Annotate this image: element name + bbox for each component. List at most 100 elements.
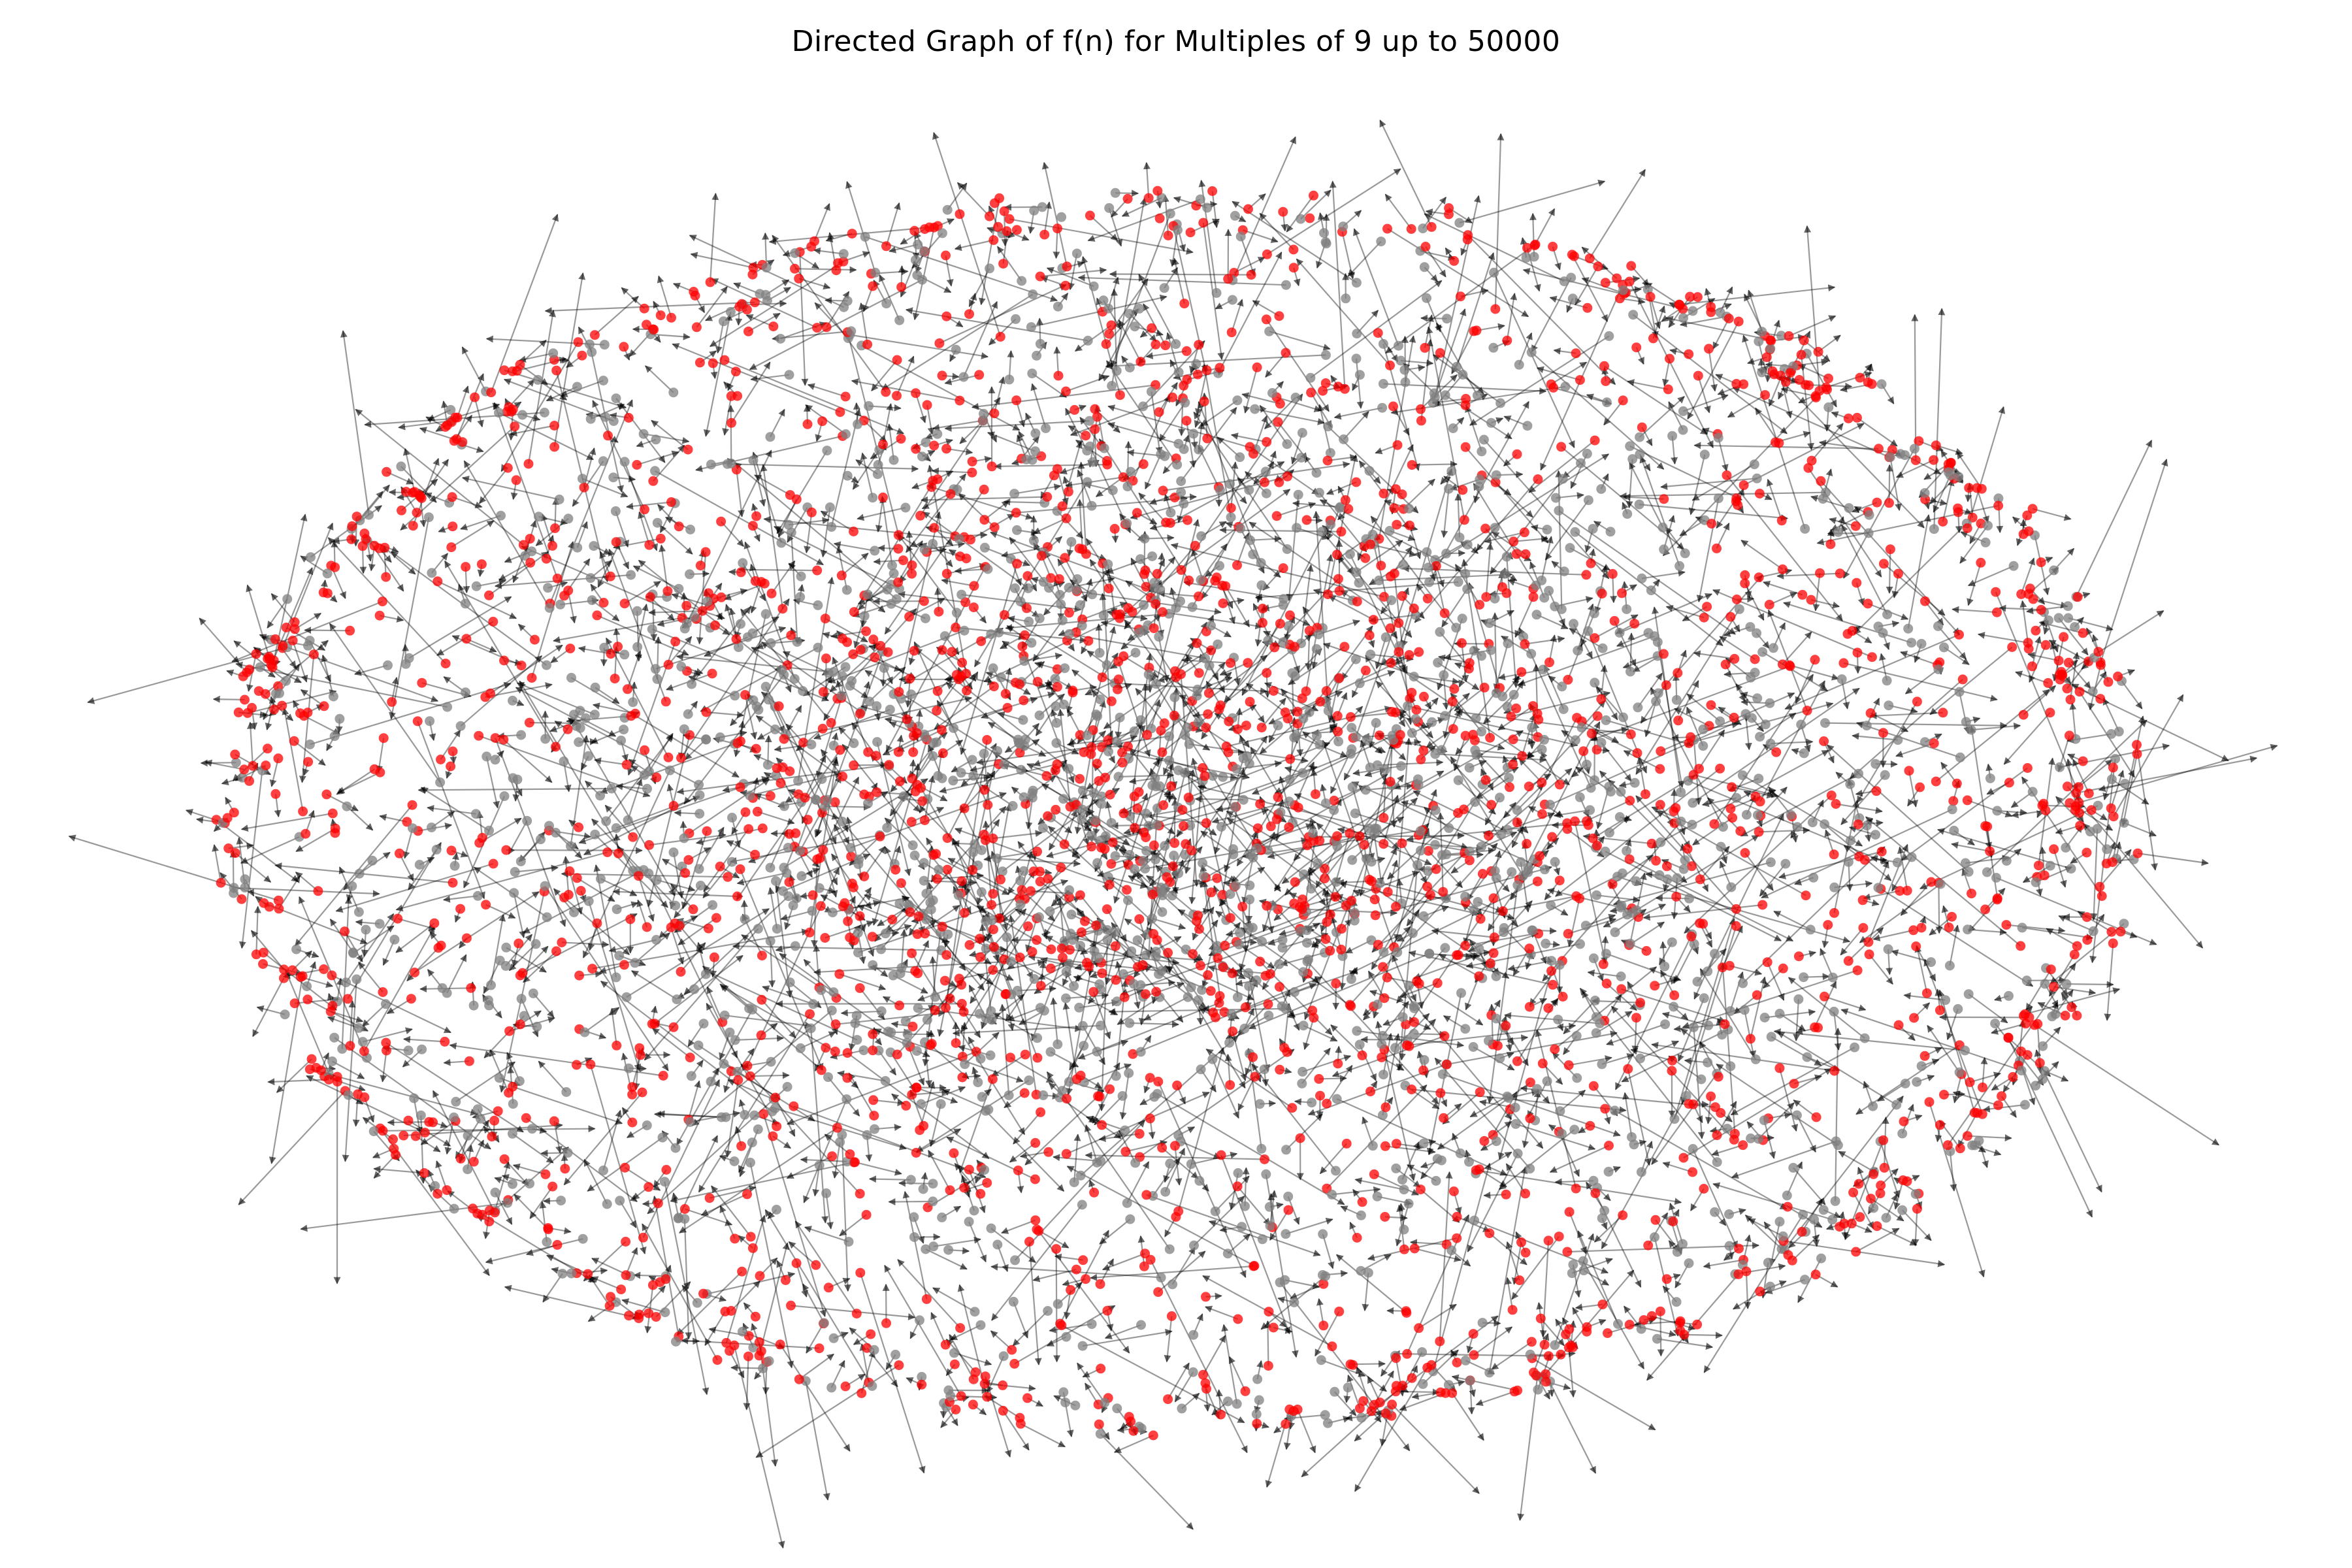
graph-node bbox=[1307, 1098, 1317, 1108]
edges-layer bbox=[68, 120, 2278, 1549]
graph-node bbox=[1596, 484, 1607, 494]
graph-node-highlighted bbox=[446, 761, 456, 772]
graph-node bbox=[915, 1315, 924, 1326]
graph-edge bbox=[804, 512, 813, 554]
graph-node-highlighted bbox=[1119, 651, 1129, 661]
graph-edge bbox=[1711, 1144, 1744, 1156]
graph-node bbox=[1703, 1057, 1713, 1068]
graph-node bbox=[1183, 992, 1193, 1002]
graph-edge bbox=[1693, 650, 1735, 660]
graph-node bbox=[1419, 262, 1429, 272]
graph-node bbox=[1484, 618, 1495, 629]
graph-node-highlighted bbox=[1590, 435, 1600, 446]
graph-edge bbox=[1531, 277, 1572, 353]
graph-node bbox=[1281, 280, 1291, 290]
graph-edge bbox=[700, 647, 819, 712]
graph-edge bbox=[1553, 809, 1590, 819]
graph-edge bbox=[1028, 1241, 1042, 1365]
graph-edge bbox=[253, 906, 261, 955]
graph-edge bbox=[1900, 651, 1938, 666]
graph-node bbox=[1504, 773, 1514, 783]
graph-node bbox=[1378, 379, 1388, 389]
graph-node bbox=[868, 960, 878, 970]
graph-node bbox=[694, 809, 705, 819]
graph-node bbox=[606, 783, 617, 794]
graph-node bbox=[595, 874, 606, 884]
graph-node-highlighted bbox=[909, 225, 920, 236]
graph-node bbox=[1444, 823, 1454, 833]
graph-node bbox=[1558, 474, 1568, 484]
graph-node-highlighted bbox=[1855, 1212, 1865, 1222]
graph-node-highlighted bbox=[1030, 1215, 1041, 1226]
graph-edge bbox=[1550, 361, 1588, 385]
graph-node-highlighted bbox=[1382, 972, 1392, 983]
graph-edge bbox=[605, 637, 669, 758]
graph-edge bbox=[1208, 1220, 1263, 1240]
graph-node bbox=[1356, 1413, 1367, 1423]
graph-edge bbox=[800, 1156, 847, 1164]
graph-edge bbox=[720, 521, 745, 547]
graph-node-highlighted bbox=[1357, 1050, 1367, 1060]
graph-edge bbox=[833, 541, 875, 551]
graph-edge bbox=[1437, 662, 1480, 691]
graph-node bbox=[1550, 857, 1560, 867]
graph-edge bbox=[1232, 1031, 1247, 1081]
graph-node-highlighted bbox=[1115, 390, 1125, 400]
graph-node bbox=[1546, 956, 1557, 966]
graph-edge bbox=[853, 653, 902, 672]
graph-edge bbox=[1129, 653, 1153, 817]
graph-edge bbox=[1333, 407, 1382, 420]
graph-node bbox=[652, 517, 662, 528]
graph-edge bbox=[1491, 612, 1499, 693]
graph-edge bbox=[1771, 1036, 1822, 1066]
graph-node-highlighted bbox=[1735, 826, 1746, 836]
graph-node bbox=[590, 682, 600, 693]
graph-node bbox=[1499, 568, 1510, 579]
graph-node-highlighted bbox=[1731, 921, 1741, 931]
graph-edge bbox=[1379, 120, 1433, 227]
graph-node-highlighted bbox=[1813, 346, 1823, 357]
graph-node bbox=[715, 732, 725, 742]
graph-node bbox=[1060, 1397, 1071, 1408]
graph-node bbox=[1130, 321, 1140, 332]
graph-node-highlighted bbox=[826, 717, 836, 728]
graph-edge bbox=[1599, 770, 1693, 867]
graph-node-highlighted bbox=[510, 421, 520, 432]
graph-node bbox=[1618, 712, 1628, 723]
graph-edge bbox=[1252, 553, 1281, 578]
graph-edge bbox=[1222, 768, 1247, 895]
graph-edge bbox=[1796, 1115, 1816, 1153]
graph-node bbox=[1939, 642, 1949, 653]
graph-edge bbox=[1041, 783, 1075, 803]
graph-node bbox=[1320, 798, 1331, 808]
graph-edge bbox=[346, 806, 374, 831]
graph-edge bbox=[1167, 1362, 1190, 1400]
graph-node-highlighted bbox=[743, 824, 754, 834]
graph-node-highlighted bbox=[1671, 892, 1682, 902]
graph-edge bbox=[706, 1271, 796, 1295]
graph-edge bbox=[513, 892, 526, 939]
graph-edge bbox=[888, 1198, 933, 1205]
graph-edge bbox=[2104, 943, 2114, 1021]
graph-edge bbox=[563, 1092, 643, 1186]
graph-edge bbox=[560, 380, 604, 397]
graph-edge bbox=[985, 1382, 1036, 1392]
graph-node-highlighted bbox=[1414, 1323, 1424, 1333]
graph-node bbox=[2044, 615, 2053, 625]
graph-edge bbox=[212, 844, 222, 883]
graph-node bbox=[1202, 203, 1213, 213]
graph-node-highlighted bbox=[1865, 708, 1876, 718]
graph-node bbox=[898, 791, 909, 802]
graph-edge bbox=[1459, 180, 1606, 224]
graph-edge bbox=[630, 970, 678, 1000]
graph-node-highlighted bbox=[1760, 390, 1771, 400]
graph-node-highlighted bbox=[937, 645, 947, 655]
graph-edge bbox=[1143, 161, 1151, 199]
graph-edge bbox=[744, 694, 758, 740]
graph-node-highlighted bbox=[2065, 694, 2076, 705]
graph-node bbox=[1407, 728, 1417, 738]
graph-node-highlighted bbox=[1673, 668, 1683, 678]
graph-node bbox=[997, 866, 1007, 877]
graph-edge bbox=[1157, 1250, 1206, 1293]
graph-node-highlighted bbox=[979, 515, 990, 525]
